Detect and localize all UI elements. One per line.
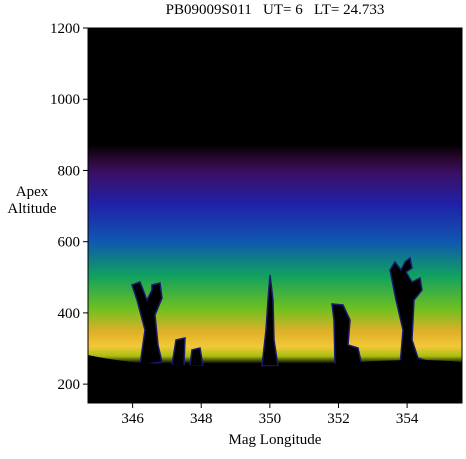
y-tick-label: 1000 xyxy=(50,92,80,108)
x-tick-label: 346 xyxy=(121,411,144,427)
y-tick-label: 800 xyxy=(58,163,81,179)
x-tick-label: 352 xyxy=(327,411,350,427)
chart-title: PB09009S011 UT= 6 LT= 24.733 xyxy=(166,2,385,18)
x-axis-label: Mag Longitude xyxy=(229,432,322,448)
field-image xyxy=(88,28,462,403)
x-tick-label: 348 xyxy=(190,411,213,427)
x-tick-label: 354 xyxy=(396,411,419,427)
y-tick-label: 200 xyxy=(58,377,81,393)
x-tick-label: 350 xyxy=(259,411,282,427)
y-tick-label: 600 xyxy=(58,235,81,251)
y-tick-label: 400 xyxy=(58,306,81,322)
y-axis-label: Apex Altitude xyxy=(7,184,57,217)
y-tick-label: 1200 xyxy=(50,21,80,37)
